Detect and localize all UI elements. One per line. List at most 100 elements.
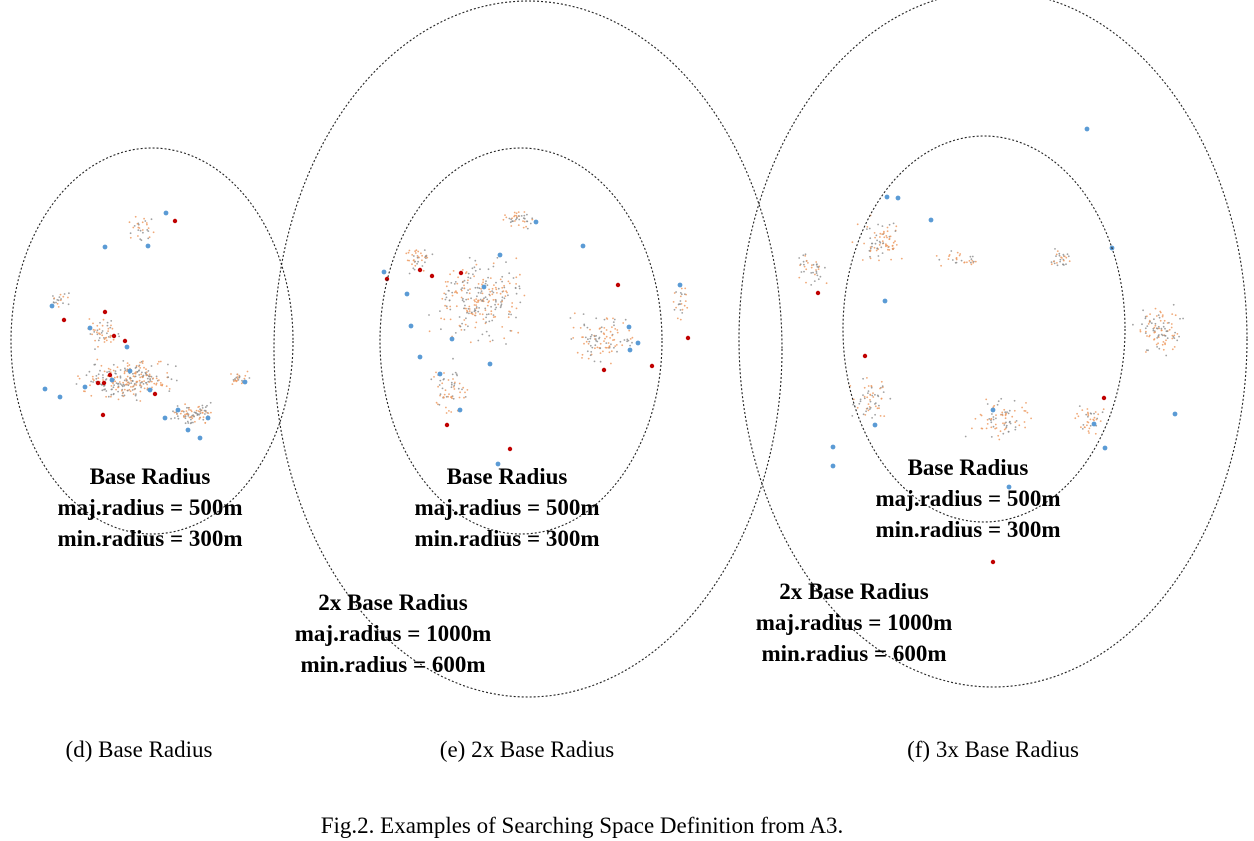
gray-point (444, 298, 447, 301)
orange-point (118, 381, 121, 383)
orange-point (97, 345, 99, 348)
orange-point (974, 260, 977, 263)
gray-point (951, 259, 954, 261)
orange-point (116, 366, 119, 369)
orange-point (492, 316, 495, 318)
gray-point (510, 313, 512, 316)
orange-point (407, 251, 410, 254)
orange-point (679, 318, 682, 321)
orange-point (869, 246, 872, 249)
gray-point (526, 213, 528, 216)
gray-point (610, 343, 612, 346)
orange-point (874, 405, 877, 408)
gray-point (63, 293, 66, 295)
orange-point (146, 383, 149, 386)
orange-point (137, 235, 139, 237)
gray-point (501, 280, 503, 283)
orange-point (435, 401, 438, 404)
orange-point (443, 318, 446, 321)
gray-point (424, 261, 426, 264)
gray-point (878, 404, 880, 407)
gray-point (190, 418, 192, 421)
gray-point (526, 227, 529, 230)
gray-point (473, 310, 476, 313)
orange-point (507, 280, 510, 283)
orange-point (457, 276, 459, 279)
gray-point (852, 403, 854, 406)
orange-point (143, 387, 146, 390)
orange-point (610, 362, 612, 365)
orange-point (1097, 413, 1100, 416)
gray-point (616, 350, 618, 353)
blue-point (205, 415, 211, 421)
orange-point (506, 291, 508, 294)
orange-point (1001, 411, 1004, 414)
orange-point (463, 287, 466, 290)
orange-point (887, 248, 889, 251)
orange-point (62, 295, 65, 298)
gray-point (869, 400, 872, 403)
gray-point (675, 291, 677, 293)
gray-point (1089, 424, 1092, 427)
orange-point (90, 394, 93, 397)
orange-point (1086, 421, 1089, 423)
orange-point (866, 396, 869, 399)
gray-point (526, 220, 528, 223)
orange-point (102, 318, 105, 321)
label-minor-radius: min.radius = 600m (300, 652, 486, 677)
gray-point (868, 249, 871, 252)
gray-point (619, 340, 622, 343)
orange-point (491, 287, 494, 290)
gray-point (594, 338, 597, 340)
gray-point (1172, 303, 1175, 306)
gray-point (467, 307, 470, 310)
orange-point (194, 420, 196, 423)
orange-point (107, 327, 110, 330)
gray-point (473, 308, 476, 310)
red-point (417, 267, 423, 273)
gray-point (593, 360, 596, 363)
orange-point (676, 317, 679, 320)
gray-point (1005, 424, 1008, 427)
orange-point (798, 276, 801, 279)
gray-point (121, 394, 124, 397)
gray-point (874, 403, 876, 405)
orange-point (486, 304, 489, 307)
orange-point (448, 410, 450, 412)
orange-point (511, 302, 514, 304)
gray-point (507, 294, 509, 297)
blue-point (830, 444, 836, 450)
gray-point (186, 420, 189, 423)
orange-point (105, 339, 108, 342)
gray-point (119, 375, 122, 378)
gray-point (99, 321, 101, 324)
orange-point (1004, 417, 1007, 420)
gray-point (58, 296, 61, 298)
gray-point (462, 297, 464, 300)
orange-point (1146, 315, 1148, 318)
gray-point (114, 372, 117, 375)
orange-point (449, 305, 452, 308)
orange-point (1173, 334, 1176, 337)
gray-point (494, 308, 497, 311)
gray-point (60, 298, 62, 300)
panel-d-caption: (d) Base Radius (65, 737, 213, 762)
orange-point (1174, 314, 1177, 317)
orange-point (462, 386, 465, 389)
orange-point (869, 399, 871, 401)
orange-point (420, 252, 422, 255)
orange-point (89, 384, 91, 387)
orange-point (109, 371, 112, 374)
gray-point (680, 293, 683, 296)
orange-point (981, 427, 984, 430)
gray-point (459, 325, 462, 328)
gray-point (495, 281, 497, 284)
orange-point (1139, 330, 1142, 333)
gray-point (129, 376, 132, 379)
gray-point (892, 222, 895, 225)
orange-point (602, 350, 604, 353)
gray-point (89, 333, 92, 335)
orange-point (136, 222, 139, 225)
orange-point (131, 385, 134, 388)
blue-point (533, 219, 539, 225)
